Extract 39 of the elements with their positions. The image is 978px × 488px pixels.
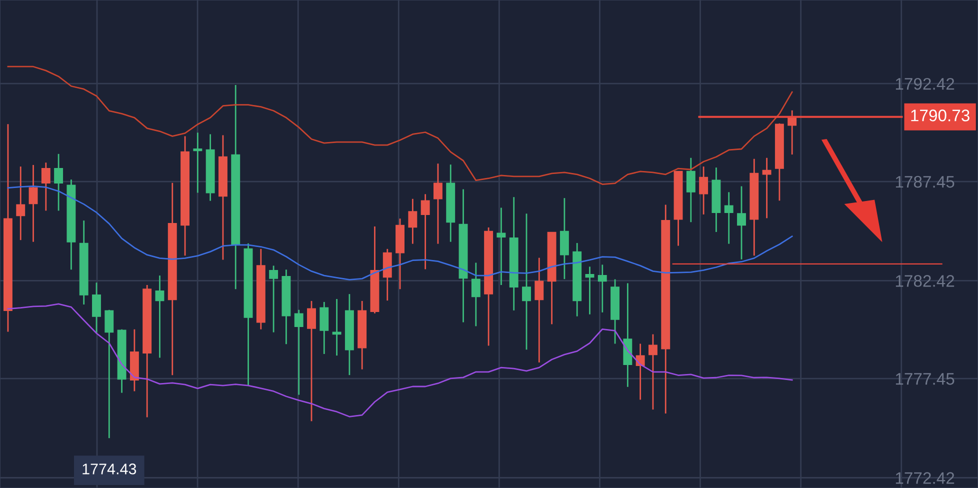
candlestick [737, 186, 746, 260]
candlestick [320, 301, 329, 355]
annotation: 1774.43 [82, 464, 136, 474]
candlestick [686, 157, 696, 223]
candlestick [193, 132, 202, 194]
candlestick [92, 282, 101, 334]
candlestick [16, 166, 26, 241]
candlestick [104, 309, 114, 439]
candlestick [54, 153, 64, 212]
y-tick-label: 1792.42 [896, 78, 954, 90]
ref-line-label: 1790.73 [911, 110, 970, 122]
candlestick [41, 162, 50, 212]
candlestick [598, 264, 607, 314]
candlestick [420, 193, 430, 270]
candlestick [534, 257, 544, 364]
candlestick [471, 262, 480, 327]
candlestick [724, 191, 734, 244]
candlestick [307, 300, 316, 422]
candlestick [269, 264, 278, 333]
candlestick [699, 166, 708, 216]
candlestick [585, 266, 594, 316]
candlestick [762, 157, 772, 219]
y-tick-label: 1782.42 [896, 275, 954, 287]
candlestick [522, 212, 531, 350]
candlestick [408, 198, 418, 244]
candlestick [294, 309, 304, 396]
y-tick-label: 1777.45 [896, 373, 954, 385]
y-tick-label: 1787.45 [896, 176, 954, 188]
candlestick [648, 334, 658, 410]
y-tick-label: 1772.42 [896, 472, 954, 484]
candlestick [433, 162, 442, 244]
candlestick [28, 164, 38, 243]
line-series [7, 303, 793, 418]
candlestick [636, 343, 645, 400]
candlestick [560, 197, 569, 280]
candlestick [332, 298, 342, 356]
candlestick [496, 207, 506, 286]
line-series [7, 186, 793, 280]
candlestick [155, 274, 164, 358]
